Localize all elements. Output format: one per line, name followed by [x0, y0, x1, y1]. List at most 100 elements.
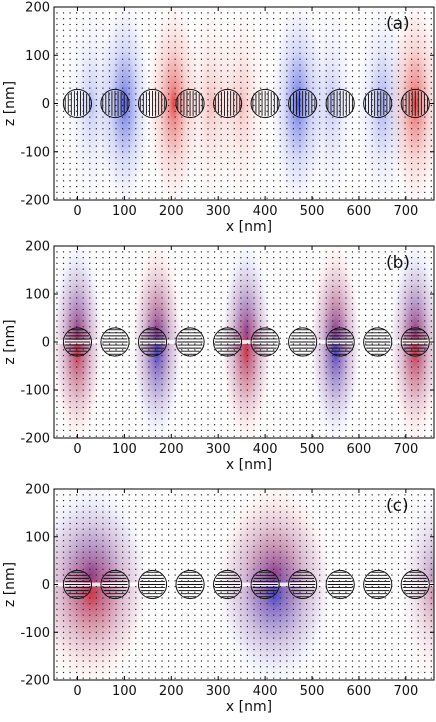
field-arrow — [62, 563, 65, 565]
field-arrow — [384, 12, 386, 14]
field-arrow — [95, 35, 97, 37]
field-arrow — [161, 320, 163, 322]
field-arrow — [181, 145, 183, 147]
field-arrow — [62, 18, 65, 20]
field-arrow — [365, 435, 367, 437]
field-arrow — [56, 671, 58, 674]
field-arrow — [141, 139, 143, 141]
field-arrow — [220, 366, 222, 368]
field-arrow — [62, 677, 65, 679]
field-arrow — [240, 58, 242, 60]
field-arrow — [187, 285, 189, 288]
field-arrow — [319, 349, 321, 351]
field-arrow — [168, 597, 170, 599]
field-arrow — [266, 41, 268, 43]
field-arrow — [358, 297, 360, 299]
field-arrow — [168, 401, 170, 403]
field-arrow — [397, 406, 400, 408]
field-arrow — [200, 406, 203, 408]
field-arrow — [246, 406, 249, 408]
field-arrow — [213, 291, 216, 293]
field-arrow — [128, 35, 130, 37]
field-arrow — [299, 401, 301, 403]
field-arrow — [141, 18, 143, 20]
field-arrow — [351, 424, 354, 426]
field-arrow — [365, 18, 367, 20]
field-arrow — [430, 197, 432, 199]
field-arrow — [384, 116, 386, 118]
field-arrow — [62, 297, 65, 299]
field-arrow — [279, 268, 281, 270]
field-arrow — [108, 41, 111, 43]
field-arrow — [259, 41, 262, 43]
field-arrow — [102, 58, 104, 60]
field-arrow — [286, 262, 288, 264]
field-arrow — [332, 145, 334, 147]
field-arrow — [371, 87, 373, 89]
field-arrow — [371, 75, 373, 78]
field-arrow — [266, 366, 268, 368]
field-arrow — [351, 326, 354, 328]
field-arrow — [148, 75, 150, 78]
field-arrow — [273, 157, 275, 159]
field-arrow — [325, 395, 327, 397]
field-arrow — [397, 429, 400, 432]
field-arrow — [338, 337, 340, 339]
field-arrow — [259, 412, 262, 414]
field-arrow — [430, 308, 432, 311]
field-arrow — [168, 528, 170, 530]
field-arrow — [141, 499, 143, 502]
field-arrow — [246, 308, 249, 311]
field-arrow — [430, 349, 432, 351]
field-arrow — [286, 70, 288, 72]
field-arrow — [227, 145, 229, 147]
field-arrow — [404, 303, 406, 305]
field-arrow — [240, 331, 242, 334]
field-arrow — [187, 268, 189, 270]
field-arrow — [148, 297, 150, 299]
field-arrow — [154, 87, 157, 89]
field-arrow — [161, 597, 163, 599]
field-arrow — [102, 297, 104, 299]
field-arrow — [365, 162, 367, 165]
field-arrow — [397, 29, 400, 31]
field-arrow — [89, 297, 91, 299]
field-arrow — [312, 251, 314, 253]
field-arrow — [286, 308, 288, 311]
field-arrow — [305, 151, 308, 153]
field-arrow — [319, 87, 321, 89]
field-arrow — [82, 534, 84, 536]
field-arrow — [227, 401, 229, 403]
field-arrow — [266, 326, 268, 328]
field-arrow — [122, 133, 124, 136]
field-arrow — [397, 122, 400, 124]
field-arrow — [122, 151, 124, 153]
field-arrow — [82, 262, 84, 264]
field-arrow — [148, 162, 150, 165]
field-arrow — [351, 435, 354, 437]
field-arrow — [95, 528, 97, 530]
field-arrow — [56, 291, 58, 293]
field-arrow — [154, 614, 157, 616]
field-lobe — [311, 260, 360, 438]
field-arrow — [292, 389, 294, 391]
field-arrow — [122, 354, 124, 357]
field-arrow — [430, 429, 432, 432]
field-arrow — [227, 168, 229, 170]
field-arrow — [220, 12, 222, 14]
field-arrow — [141, 81, 143, 83]
field-arrow — [187, 64, 189, 66]
field-arrow — [253, 133, 255, 136]
field-arrow — [273, 257, 275, 259]
field-arrow — [154, 637, 157, 639]
field-arrow — [240, 268, 242, 270]
field-arrow — [286, 389, 288, 391]
field-arrow — [332, 401, 334, 403]
field-arrow — [411, 93, 413, 95]
field-arrow — [161, 151, 163, 153]
field-arrow — [82, 545, 84, 548]
field-arrow — [319, 308, 321, 311]
field-arrow — [345, 360, 347, 362]
field-arrow — [345, 75, 347, 78]
field-arrow — [122, 597, 124, 599]
